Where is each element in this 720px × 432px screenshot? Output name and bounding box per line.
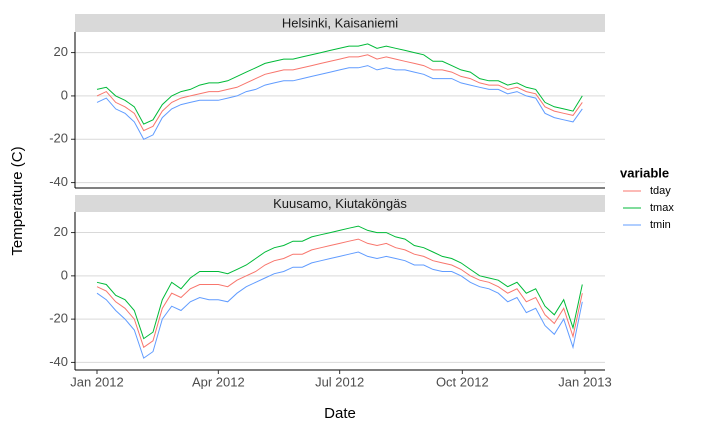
- y-tick-label: 20: [54, 44, 68, 59]
- y-tick-label: -40: [49, 174, 68, 189]
- legend-title: variable: [620, 165, 669, 180]
- x-tick-label: Jan 2013: [558, 374, 612, 389]
- series-line: [96, 251, 583, 359]
- series-line: [96, 65, 583, 140]
- facet-title: Helsinki, Kaisaniemi: [282, 15, 398, 30]
- series-line: [96, 43, 583, 125]
- series-line: [96, 54, 583, 132]
- y-tick-label: -20: [49, 131, 68, 146]
- x-tick-label: Jul 2012: [315, 374, 364, 389]
- legend-label: tmax: [650, 202, 674, 214]
- facet-title: Kuusamo, Kiutaköngäs: [273, 196, 407, 211]
- x-tick-label: Oct 2012: [436, 374, 489, 389]
- series-line: [96, 238, 583, 349]
- facet-strip: [75, 14, 605, 32]
- y-tick-label: 0: [61, 267, 68, 282]
- legend-label: tmin: [650, 219, 671, 231]
- y-tick-label: -40: [49, 354, 68, 369]
- y-tick-label: 20: [54, 224, 68, 239]
- x-tick-label: Apr 2012: [192, 374, 245, 389]
- legend-label: tday: [650, 185, 671, 197]
- y-axis-title: Temperature (C): [9, 146, 26, 255]
- x-tick-label: Jan 2012: [70, 374, 124, 389]
- series-line: [96, 225, 583, 340]
- y-tick-label: 0: [61, 87, 68, 102]
- facet-strip: [75, 195, 605, 212]
- x-axis-title: Date: [324, 405, 356, 422]
- y-tick-label: -20: [49, 311, 68, 326]
